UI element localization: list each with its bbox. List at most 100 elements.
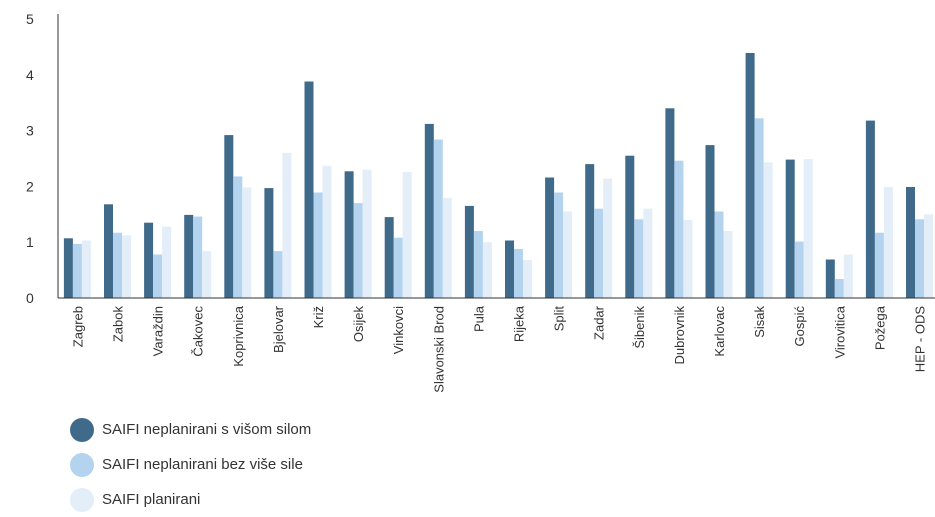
bar-series-2 (273, 251, 283, 298)
bar-series-3 (924, 214, 933, 298)
bar-series-3 (843, 254, 853, 298)
bar-series-1 (304, 81, 314, 298)
bar-series-1 (424, 123, 434, 299)
bar-series-1 (825, 259, 835, 298)
x-tick-label: Slavonski Brod (431, 306, 446, 393)
y-tick-label: 1 (26, 234, 34, 250)
bar-series-1 (63, 238, 73, 298)
x-tick-label: Zagreb (70, 306, 85, 347)
bar-series-3 (563, 211, 573, 298)
bar-series-2 (393, 237, 403, 298)
bar-series-2 (754, 118, 764, 298)
bar-series-3 (162, 226, 172, 298)
x-tick-label: Gospić (792, 306, 807, 347)
bar-series-1 (906, 187, 915, 298)
bar-series-3 (763, 162, 773, 298)
y-tick-label: 0 (26, 290, 34, 306)
bar-series-2 (594, 208, 604, 298)
legend-item-series-1: SAIFI neplanirani s višom silom (70, 412, 311, 447)
bar-series-3 (723, 231, 733, 298)
bar-series-2 (674, 160, 684, 298)
bar-series-2 (433, 139, 443, 298)
bar-series-2 (153, 254, 163, 298)
bar-series-3 (803, 159, 813, 298)
y-tick-label: 3 (26, 123, 34, 139)
bar-series-1 (264, 188, 274, 298)
bar-series-3 (322, 165, 332, 298)
x-tick-label: Koprivnica (231, 305, 246, 366)
bar-series-3 (122, 235, 131, 298)
x-tick-label: Sisak (752, 306, 767, 338)
y-tick-label: 2 (26, 178, 34, 194)
bar-series-1 (745, 53, 755, 298)
legend-label-series-3: SAIFI planirani (102, 491, 201, 508)
bar-series-1 (224, 135, 234, 298)
bar-series-2 (874, 232, 884, 298)
bar-series-1 (785, 159, 795, 298)
y-tick-label: 4 (26, 67, 34, 83)
x-tick-label: Čakovec (191, 306, 206, 357)
bar-series-2 (113, 232, 122, 298)
bar-series-2 (193, 216, 203, 298)
x-tick-label: Zadar (592, 305, 607, 340)
bar-chart: 0 1 2 3 4 5 Zagreb Zabok Varaždin Čakovec Koprivn… (26, 11, 935, 393)
legend-swatch-series-2 (70, 452, 94, 477)
x-tick-label: HEP - ODS (913, 306, 928, 373)
bar-series-3 (683, 219, 693, 298)
bar-series-3 (402, 171, 412, 298)
bar-series-3 (81, 240, 91, 298)
bar-series-3 (242, 187, 252, 298)
legend-swatch-series-3 (70, 487, 94, 512)
bar-series-2 (473, 231, 483, 298)
bar-series-1 (464, 205, 474, 298)
legend-item-series-3: SAIFI planirani (70, 482, 311, 517)
bar-series-1 (705, 145, 715, 298)
bar-series-3 (603, 178, 613, 298)
bar-series-2 (313, 192, 323, 298)
y-axis-tick-labels: 0 1 2 3 4 5 (26, 11, 34, 306)
bar-series-3 (362, 169, 372, 298)
x-tick-label: Varaždin (151, 306, 166, 356)
x-tick-label: Zabok (111, 306, 126, 343)
bar-series-2 (634, 219, 644, 298)
bar-series-2 (72, 243, 82, 298)
legend: SAIFI neplanirani s višom silom SAIFI ne… (70, 412, 311, 517)
bar-series-2 (834, 279, 844, 298)
bar-series-2 (233, 176, 243, 298)
x-tick-label: Vinkovci (391, 306, 406, 354)
bar-series-1 (184, 214, 194, 298)
bar-series-3 (202, 251, 212, 298)
bar-series-2 (915, 219, 924, 298)
bar-series-3 (442, 198, 452, 298)
bar-series-1 (144, 222, 154, 298)
x-tick-label: Osijek (351, 306, 366, 343)
bar-series-2 (514, 248, 523, 298)
bar-series-1 (585, 164, 595, 298)
bar-series-2 (554, 192, 564, 298)
bar-series-1 (865, 120, 875, 298)
x-tick-label: Dubrovnik (672, 306, 687, 365)
legend-label-series-2: SAIFI neplanirani bez više sile (102, 456, 303, 473)
x-tick-label: Rijeka (512, 305, 527, 342)
bar-series-2 (353, 203, 363, 298)
bar-series-3 (523, 260, 532, 298)
bar-series-1 (104, 204, 113, 298)
bars (63, 53, 933, 299)
legend-label-series-1: SAIFI neplanirani s višom silom (102, 421, 312, 438)
x-tick-label: Požega (872, 305, 887, 350)
bar-series-3 (282, 152, 292, 298)
bar-series-2 (794, 241, 804, 298)
x-tick-label: Križ (311, 306, 326, 328)
bar-series-1 (625, 155, 635, 298)
bar-series-1 (384, 217, 394, 298)
bar-series-1 (344, 171, 354, 298)
x-tick-label: Karlovac (712, 306, 727, 357)
bar-series-1 (665, 108, 675, 298)
bar-series-1 (505, 240, 514, 298)
bar-series-3 (482, 242, 492, 298)
x-axis-tick-labels: Zagreb Zabok Varaždin Čakovec Koprivnica Bjel… (70, 305, 927, 392)
x-tick-label: Virovitica (832, 305, 847, 358)
x-tick-label: Split (552, 306, 567, 332)
legend-swatch-series-1 (70, 417, 94, 442)
bar-series-2 (714, 211, 724, 298)
